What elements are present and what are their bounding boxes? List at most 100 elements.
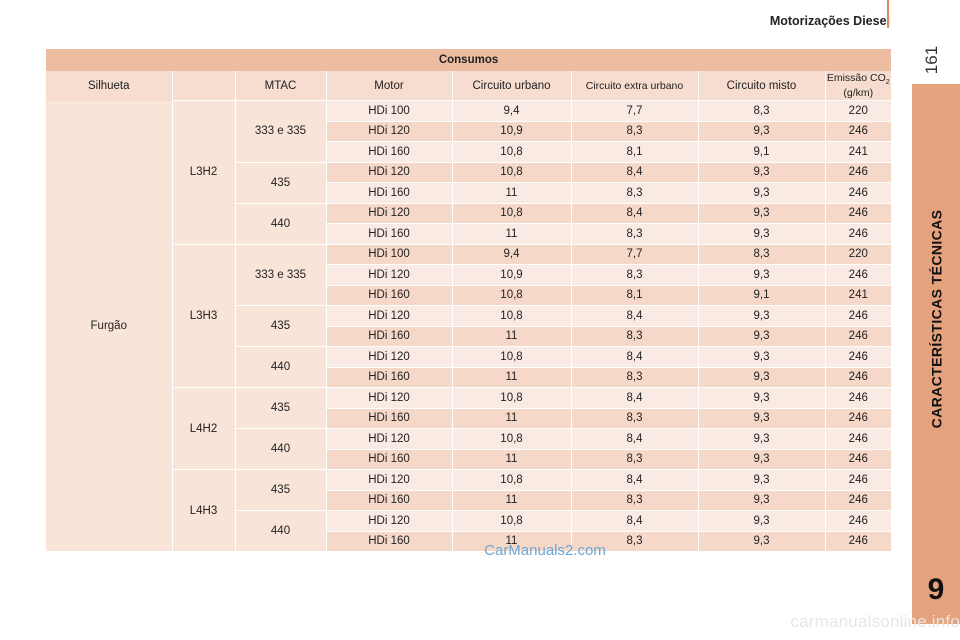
cell-extra-urbano: 7,7 xyxy=(570,100,698,121)
cell-extra-urbano: 8,3 xyxy=(570,448,698,470)
cell-motor: HDi 120 xyxy=(325,161,452,183)
table-row: HDi 160 11 8,3 9,3 246 xyxy=(46,223,892,244)
table-row: HDi 160 11 8,3 9,3 246 xyxy=(46,489,892,511)
consumption-table: Consumos Silhueta MTAC Motor Circuito ur… xyxy=(46,49,892,551)
table-row: HDi 160 10,8 8,1 9,1 241 xyxy=(46,284,892,306)
cell-emissao: 220 xyxy=(824,100,892,121)
cell-emissao: 246 xyxy=(824,489,892,511)
cell-motor: HDi 160 xyxy=(325,182,452,203)
cell-emissao: 246 xyxy=(824,182,892,203)
cell-motor: HDi 100 xyxy=(325,100,452,121)
cell-extra-urbano: 8,3 xyxy=(570,182,698,203)
cell-motor: HDi 160 xyxy=(325,141,452,162)
cell-urbano: 10,8 xyxy=(451,202,571,224)
chapter-label: CARACTERÍSTICAS TÉCNICAS xyxy=(912,84,960,554)
cell-mtac: 440 xyxy=(234,346,326,388)
cell-misto: 9,3 xyxy=(697,223,825,244)
page-number: 161 xyxy=(920,40,944,80)
table-row: 435 HDi 120 10,8 8,4 9,3 246 xyxy=(46,305,892,347)
cell-misto: 9,1 xyxy=(697,284,825,306)
cell-urbano: 10,8 xyxy=(451,284,571,306)
table-body: Furgão L3H2 333 e 335 HDi 100 9,4 7,7 8,3 220 HD… xyxy=(46,100,892,551)
cell-motor: HDi 120 xyxy=(325,428,452,449)
cell-misto: 9,3 xyxy=(697,448,825,470)
cell-urbano: 10,8 xyxy=(451,469,571,490)
emissao-subscript: 2 xyxy=(885,79,890,87)
cell-urbano: 10,8 xyxy=(451,141,571,162)
cell-extra-urbano: 8,4 xyxy=(570,387,698,408)
cell-urbano: 10,8 xyxy=(451,161,571,183)
cell-mtac: 435 xyxy=(234,469,326,511)
cell-urbano: 11 xyxy=(451,530,571,551)
cell-emissao: 246 xyxy=(824,264,892,285)
table-title: Consumos xyxy=(46,49,892,71)
table-row: HDi 120 10,9 8,3 9,3 246 xyxy=(46,120,892,142)
cell-motor: HDi 160 xyxy=(325,223,452,244)
chapter-number: 9 xyxy=(927,573,945,606)
col-header-mtac: MTAC xyxy=(234,71,326,101)
cell-urbano: 10,8 xyxy=(451,346,571,367)
table-row: HDi 160 11 8,3 9,3 246 xyxy=(46,407,892,429)
cell-mtac: 435 xyxy=(234,161,326,203)
cell-extra-urbano: 8,4 xyxy=(570,510,698,531)
table-row: 440 HDi 120 10,8 8,4 9,3 246 xyxy=(46,510,892,551)
chapter-side-tab: CARACTERÍSTICAS TÉCNICAS 9 xyxy=(912,84,960,624)
cell-misto: 9,3 xyxy=(697,305,825,326)
table-row: L4H3 435 HDi 120 10,8 8,4 9,3 246 xyxy=(46,469,892,551)
emissao-unit: (g/km) xyxy=(843,86,874,99)
cell-motor: HDi 160 xyxy=(325,448,452,470)
cell-misto: 8,3 xyxy=(697,100,825,121)
col-header-misto: Circuito misto xyxy=(697,71,825,101)
cell-emissao: 246 xyxy=(824,387,892,408)
cell-mtac: 440 xyxy=(234,510,326,551)
cell-mtac: 333 e 335 xyxy=(234,100,326,162)
cell-emissao: 246 xyxy=(824,202,892,224)
col-header-silhueta: Silhueta xyxy=(46,71,172,101)
cell-urbano: 10,9 xyxy=(451,120,571,142)
cell-extra-urbano: 8,4 xyxy=(570,428,698,449)
cell-misto: 9,3 xyxy=(697,325,825,347)
cell-extra-urbano: 8,1 xyxy=(570,141,698,162)
table-row: HDi 160 11 8,3 9,3 246 xyxy=(46,530,892,551)
cell-misto: 8,3 xyxy=(697,243,825,265)
table-row: 440 HDi 120 10,8 8,4 9,3 246 xyxy=(46,428,892,470)
cell-emissao: 220 xyxy=(824,243,892,265)
cell-misto: 9,3 xyxy=(697,510,825,531)
cell-emissao: 246 xyxy=(824,407,892,429)
cell-emissao: 241 xyxy=(824,141,892,162)
col-header-motor: Motor xyxy=(325,71,452,101)
cell-motor: HDi 160 xyxy=(325,284,452,306)
cell-mtac: 333 e 335 xyxy=(234,243,326,306)
cell-motor: HDi 120 xyxy=(325,346,452,367)
cell-urbano: 9,4 xyxy=(451,100,571,121)
cell-motor: HDi 160 xyxy=(325,530,452,551)
emissao-label: Emissão CO xyxy=(826,72,886,85)
table-row: HDi 160 11 8,3 9,3 246 xyxy=(46,366,892,388)
cell-emissao: 246 xyxy=(824,161,892,183)
cell-emissao: 241 xyxy=(824,284,892,306)
cell-misto: 9,3 xyxy=(697,202,825,224)
cell-extra-urbano: 7,7 xyxy=(570,243,698,265)
table-row: L3H3 333 e 335 HDi 100 9,4 7,7 8,3 220 xyxy=(46,243,892,388)
cell-emissao: 246 xyxy=(824,530,892,551)
cell-emissao: 246 xyxy=(824,325,892,347)
cell-model: L3H2 xyxy=(171,100,235,244)
cell-emissao: 246 xyxy=(824,366,892,388)
cell-motor: HDi 120 xyxy=(325,305,452,326)
cell-emissao: 246 xyxy=(824,346,892,367)
table-row: HDi 160 11 8,3 9,3 246 xyxy=(46,182,892,203)
cell-misto: 9,3 xyxy=(697,120,825,142)
cell-extra-urbano: 8,3 xyxy=(570,325,698,347)
cell-misto: 9,3 xyxy=(697,366,825,388)
table-row: Furgão L3H2 333 e 335 HDi 100 9,4 7,7 8,3 220 xyxy=(46,100,892,551)
cell-extra-urbano: 8,3 xyxy=(570,264,698,285)
cell-misto: 9,3 xyxy=(697,346,825,367)
table-row: 440 HDi 120 10,8 8,4 9,3 246 xyxy=(46,346,892,388)
cell-mtac: 440 xyxy=(234,428,326,470)
cell-urbano: 10,8 xyxy=(451,428,571,449)
cell-motor: HDi 160 xyxy=(325,489,452,511)
cell-urbano: 11 xyxy=(451,223,571,244)
watermark-text: CarManuals2.com xyxy=(484,542,606,559)
cell-motor: HDi 120 xyxy=(325,510,452,531)
cell-motor: HDi 100 xyxy=(325,243,452,265)
